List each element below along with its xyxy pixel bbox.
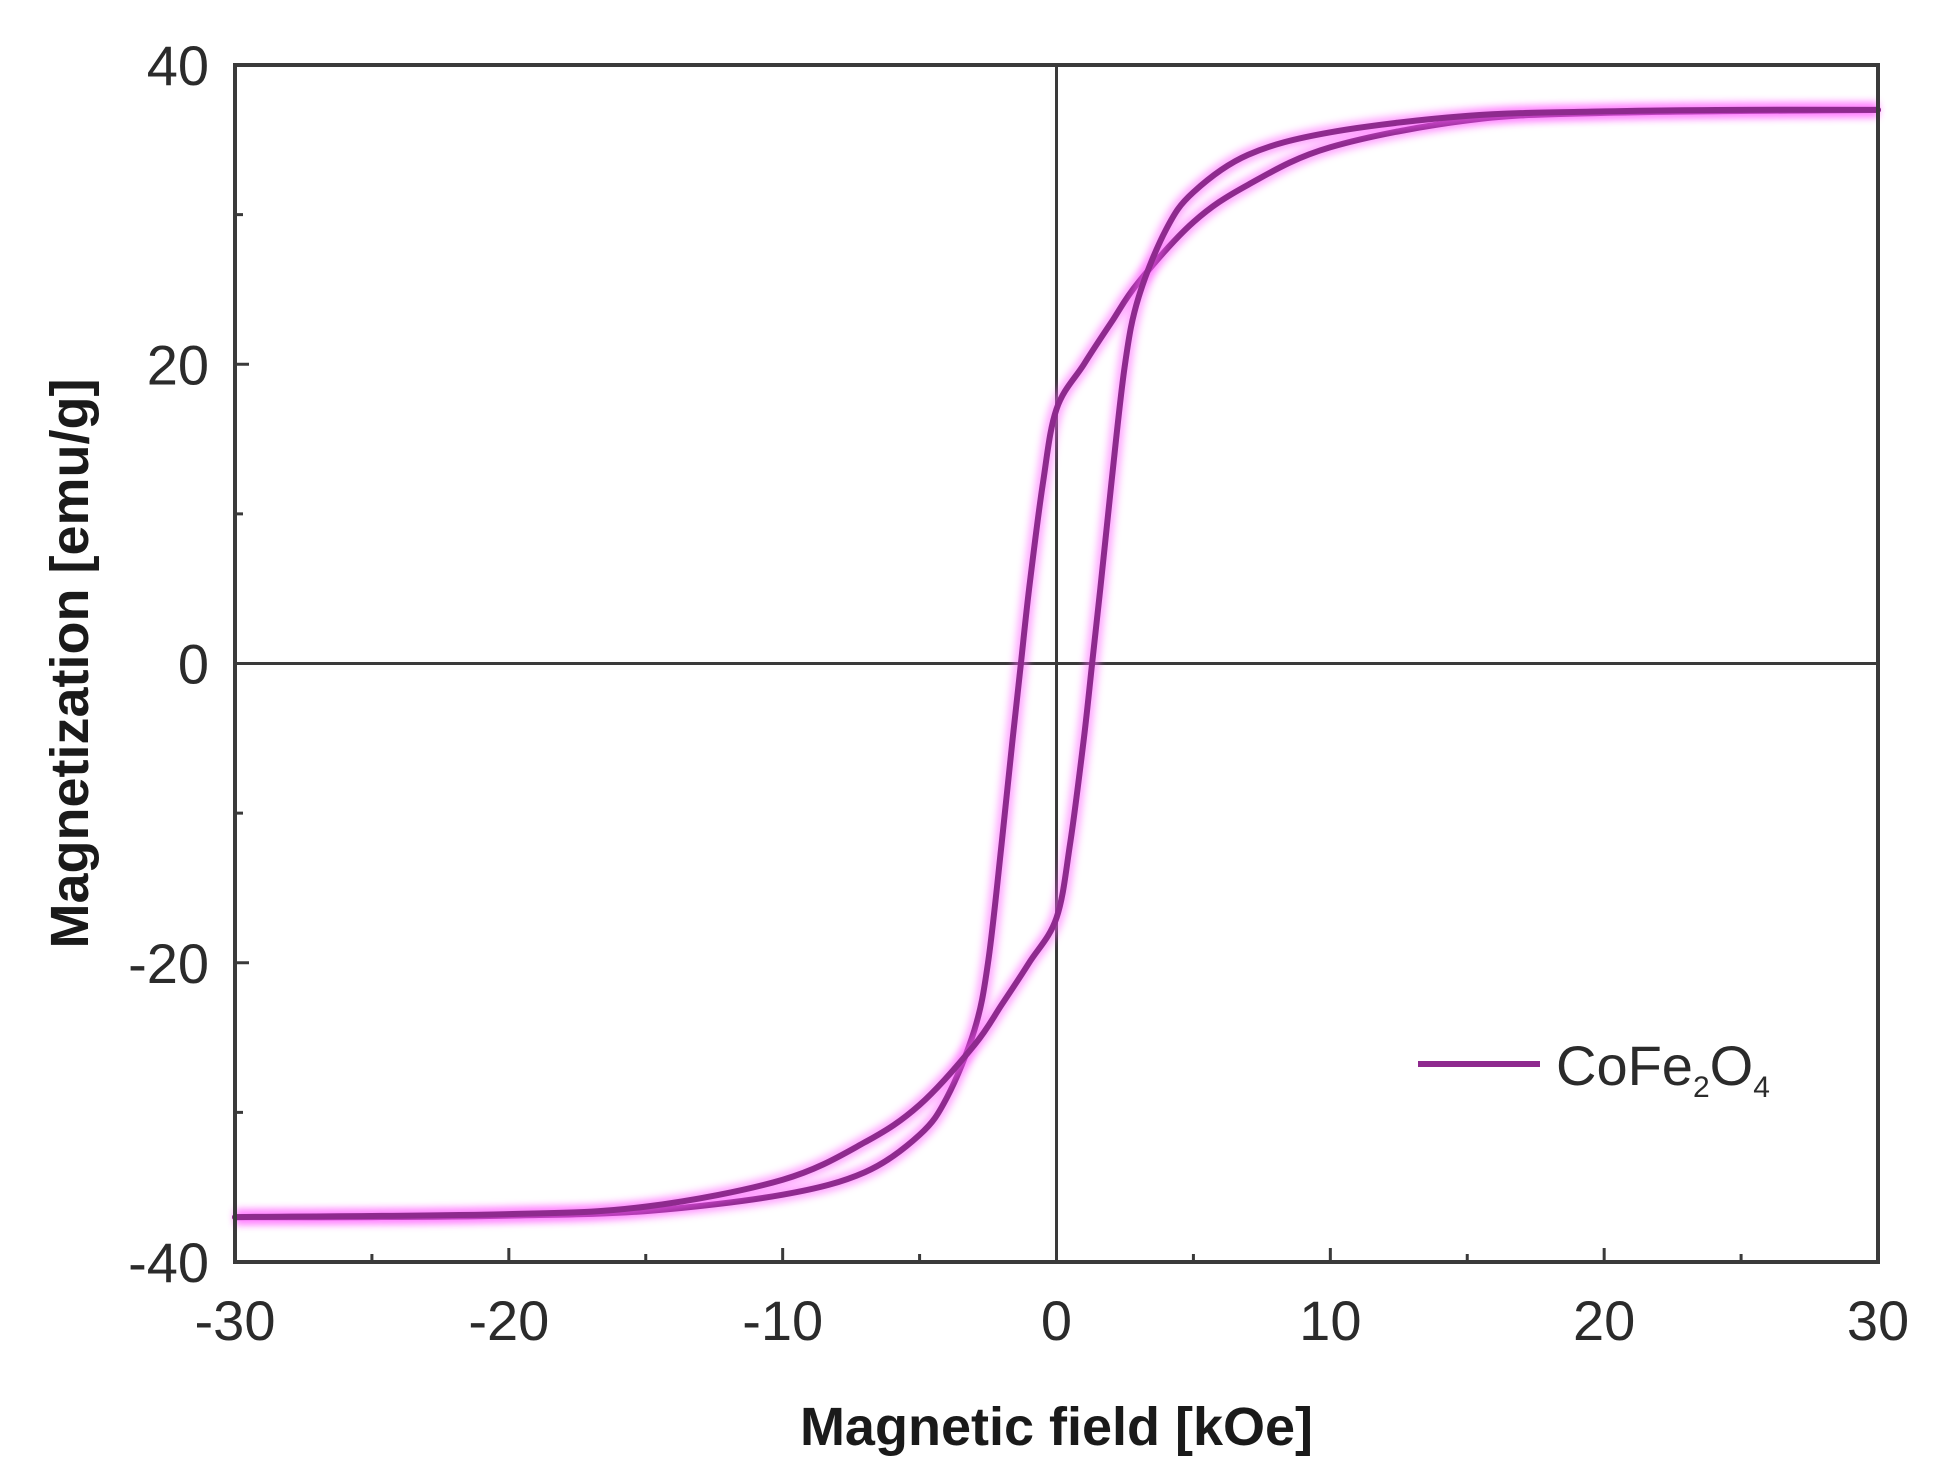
x-tick-label: -10 — [742, 1289, 823, 1352]
legend-label-subscript-1: 2 — [1693, 1071, 1710, 1104]
x-tick-label: 10 — [1299, 1289, 1361, 1352]
y-axis-title: Magnetization [emu/g] — [40, 379, 100, 949]
descending-branch-line — [232, 106, 1881, 1221]
legend-label-main: CoFe — [1556, 1034, 1693, 1097]
legend-label-oxygen: O — [1710, 1034, 1754, 1097]
x-tick-label: -30 — [195, 1289, 276, 1352]
y-tick-label: 20 — [147, 333, 209, 396]
x-tick-label: 0 — [1041, 1289, 1072, 1352]
ascending-branch-line — [232, 106, 1881, 1221]
x-tick-label: -20 — [468, 1289, 549, 1352]
x-axis-title: Magnetic field [kOe] — [800, 1397, 1313, 1457]
y-tick-label: 0 — [178, 633, 209, 696]
x-tick-label: 30 — [1847, 1289, 1909, 1352]
legend-label-subscript-2: 4 — [1753, 1071, 1770, 1104]
legend-label: CoFe2O4 — [1556, 1034, 1770, 1104]
x-tick-label: 20 — [1573, 1289, 1635, 1352]
legend: CoFe2O4 — [1418, 1034, 1770, 1104]
y-tick-label: 40 — [147, 34, 209, 97]
y-tick-label: -40 — [128, 1231, 209, 1294]
y-tick-label: -20 — [128, 932, 209, 995]
